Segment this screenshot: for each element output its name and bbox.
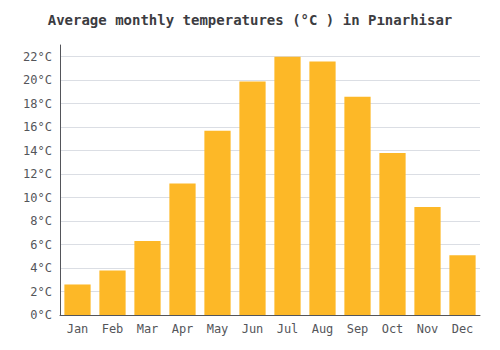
svg-text:Mar: Mar [137, 322, 159, 336]
svg-text:14°C: 14°C [23, 144, 52, 158]
svg-text:Nov: Nov [417, 322, 439, 336]
svg-text:22°C: 22°C [23, 50, 52, 64]
svg-text:10°C: 10°C [23, 191, 52, 205]
svg-text:2°C: 2°C [30, 285, 52, 299]
svg-text:Oct: Oct [382, 322, 404, 336]
svg-text:16°C: 16°C [23, 120, 52, 134]
svg-text:20°C: 20°C [23, 73, 52, 87]
svg-text:6°C: 6°C [30, 238, 52, 252]
svg-text:Jun: Jun [242, 322, 264, 336]
svg-text:Jan: Jan [67, 322, 89, 336]
svg-text:Apr: Apr [172, 322, 194, 336]
svg-text:May: May [207, 322, 229, 336]
svg-text:Sep: Sep [347, 322, 369, 336]
svg-text:Aug: Aug [312, 322, 334, 336]
svg-text:Average monthly temperatures (: Average monthly temperatures (°C ) in Pı… [48, 12, 453, 28]
svg-text:8°C: 8°C [30, 214, 52, 228]
svg-text:0°C: 0°C [30, 308, 52, 322]
svg-text:Dec: Dec [452, 322, 474, 336]
svg-text:18°C: 18°C [23, 97, 52, 111]
svg-text:Feb: Feb [102, 322, 124, 336]
svg-text:4°C: 4°C [30, 261, 52, 275]
svg-text:12°C: 12°C [23, 167, 52, 181]
svg-text:Jul: Jul [277, 322, 299, 336]
